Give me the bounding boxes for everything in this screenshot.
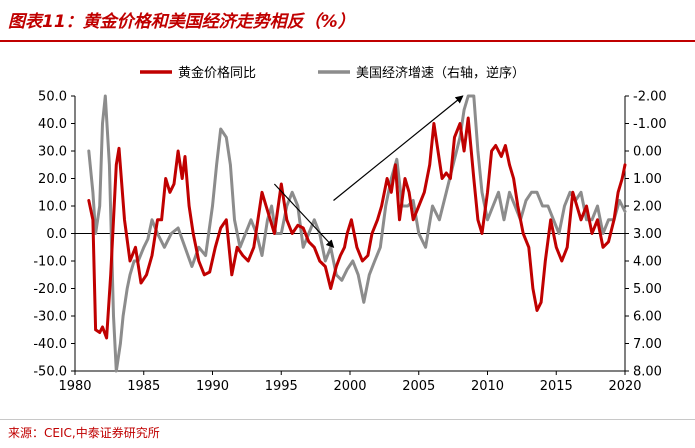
series-line-us-growth xyxy=(87,94,627,373)
right-tick-label: 3.00 xyxy=(633,227,662,242)
source-note: 来源：CEIC,中泰证券研究所 xyxy=(8,426,160,440)
x-tick-label: 2005 xyxy=(402,379,435,394)
x-tick-label: 1985 xyxy=(127,379,160,394)
left-tick-label: -20.0 xyxy=(33,282,67,297)
chart-legend: 黄金价格同比 美国经济增速（右轴，逆序） xyxy=(140,65,525,81)
left-tick-label: 50.0 xyxy=(38,90,67,105)
legend-label-us-growth: 美国经济增速（右轴，逆序） xyxy=(356,65,525,81)
right-tick-label: 6.00 xyxy=(633,310,662,325)
x-tick-label: 1980 xyxy=(58,379,91,394)
right-tick-label: 1.00 xyxy=(633,172,662,187)
right-tick-label: 0.00 xyxy=(633,145,662,160)
right-tick-label: -2.00 xyxy=(633,90,667,105)
right-tick-label: -1.00 xyxy=(633,117,667,132)
series-line-gold-yoy xyxy=(87,116,627,340)
left-tick-label: -40.0 xyxy=(33,337,67,352)
left-tick-label: -30.0 xyxy=(33,310,67,325)
chart-annotations xyxy=(273,95,464,248)
chart-series xyxy=(87,94,627,373)
right-tick-label: 4.00 xyxy=(633,255,662,270)
x-tick-label: 1990 xyxy=(196,379,229,394)
right-tick-label: 5.00 xyxy=(633,282,662,297)
x-tick-label: 1995 xyxy=(265,379,298,394)
trend-arrow-1 xyxy=(273,183,335,248)
x-tick-label: 2000 xyxy=(333,379,366,394)
left-tick-label: 0.0 xyxy=(46,227,67,242)
trend-arrow-2 xyxy=(333,95,464,201)
legend-label-gold-yoy: 黄金价格同比 xyxy=(178,65,256,81)
footer-divider xyxy=(0,419,695,420)
x-tick-label: 2020 xyxy=(608,379,641,394)
left-tick-label: 20.0 xyxy=(38,172,67,187)
left-tick-label: 40.0 xyxy=(38,117,67,132)
title-divider xyxy=(0,40,695,42)
left-tick-label: -10.0 xyxy=(33,255,67,270)
chart-axes: 50.0 40.0 30.0 20.0 10.0 0.0 -10.0 -20.0 -30.0 -4… xyxy=(33,90,666,395)
right-tick-label: 7.00 xyxy=(633,337,662,352)
left-tick-label: 30.0 xyxy=(38,145,67,160)
right-tick-label: 2.00 xyxy=(633,200,662,215)
left-tick-label: 10.0 xyxy=(38,200,67,215)
page-title: 图表11：黄金价格和美国经济走势相反（%） xyxy=(8,12,355,32)
left-tick-label: -50.0 xyxy=(33,365,67,380)
right-tick-label: 8.00 xyxy=(633,365,662,380)
x-tick-label: 2015 xyxy=(540,379,573,394)
x-tick-label: 2010 xyxy=(471,379,504,394)
